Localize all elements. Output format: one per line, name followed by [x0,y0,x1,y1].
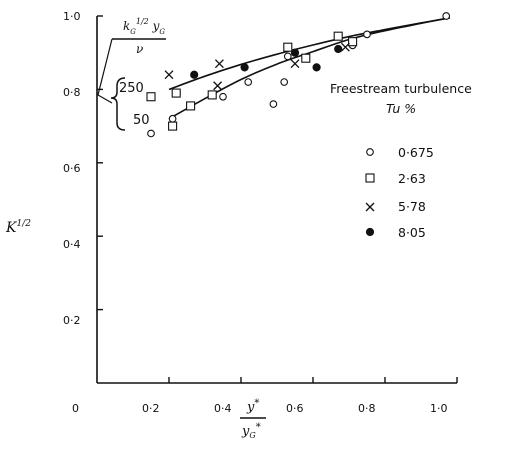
points-layer [146,12,451,138]
data-point-square-open-1 [168,121,178,131]
x-tick-label-2: 0·4 [214,402,232,415]
y-tick-label-4: 1·0 [63,10,81,23]
data-point-circle-open-1 [168,114,177,123]
data-point-square-open-8 [348,37,358,47]
data-point-square-open-0 [146,92,156,102]
x-tick-label-5: 1·0 [430,402,448,415]
data-point-circle-open-0 [147,129,155,138]
legend-label-1: 2·63 [398,171,426,186]
data-point-cross-3 [290,59,300,69]
data-point-circle-filled-0 [190,70,199,79]
legend-marker-cross [365,202,375,212]
data-point-square-open-5 [283,42,293,52]
data-point-cross-0 [164,70,174,80]
data-point-square-open-2 [171,88,181,98]
x-tick-label-4: 0·8 [358,402,376,415]
parameter-numerator: kG1/2 yG [123,17,165,36]
ticks-layer [97,15,458,383]
legend-marker-square-open [365,173,375,183]
x-axis-label-denominator: yG* [241,422,261,440]
parameter-denominator: ν [136,42,143,56]
data-point-circle-open-9 [442,12,451,20]
x-tick-label-3: 0·6 [286,402,304,415]
data-point-square-open-4 [207,90,217,100]
data-point-circle-open-5 [280,78,289,86]
data-point-cross-1 [214,59,224,69]
legend-title-line1: Freestream turbulence [330,81,472,96]
x-tick-label-1: 0·2 [142,402,160,415]
data-point-circle-open-8 [363,30,371,39]
y-tick-label-2: 0·6 [63,162,81,175]
data-point-square-open-7 [333,31,343,41]
legend-label-0: 0·675 [398,145,434,160]
parameter-brace [110,77,126,131]
legend-label-2: 5·78 [398,199,426,214]
parameter-annotation: kG1/2 yG ν 250 50 [97,17,166,131]
data-point-circle-open-4 [269,100,278,108]
data-point-circle-open-2 [219,92,227,101]
legend: Freestream turbulence Tu % 0·675 2·63 5·… [330,81,472,240]
data-point-circle-open-6 [283,52,292,61]
data-point-cross-4 [340,42,350,52]
legend-title-line2: Tu % [386,101,416,116]
data-point-circle-filled-4 [334,44,343,54]
legend-marker-circle-filled [365,227,375,237]
data-point-circle-filled-1 [240,63,249,72]
x-axis-label-numerator: y* [246,398,259,415]
curve-label-50: 50 [133,113,150,128]
y-tick-label-0: 0·2 [63,314,81,327]
data-point-circle-filled-2 [290,48,300,57]
data-point-square-open-6 [301,53,311,63]
y-tick-label-1: 0·4 [63,238,81,251]
data-point-square-open-3 [186,101,196,111]
data-point-cross-2 [213,81,223,91]
legend-label-3: 8·05 [398,225,426,240]
x-tick-label-0: 0 [72,402,79,415]
parameter-leader-line [97,38,113,104]
y-axis-label: K1/2 [5,219,31,236]
legend-marker-circle-open [366,148,374,156]
data-point-circle-open-3 [244,78,253,86]
data-point-circle-filled-3 [312,63,321,72]
curve-label-250: 250 [119,81,144,96]
y-tick-label-3: 0·8 [63,86,81,99]
